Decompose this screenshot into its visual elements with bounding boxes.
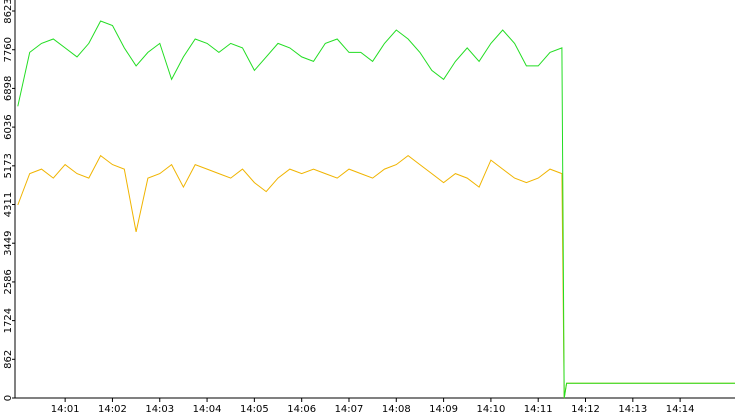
- x-tick-label: 14:03: [145, 404, 174, 415]
- y-tick-label: 3449: [3, 230, 14, 255]
- y-tick-label: 0: [3, 395, 14, 401]
- y-tick-label: 8623: [3, 0, 14, 24]
- y-tick-label: 6036: [3, 114, 14, 139]
- x-tick-label: 14:01: [51, 404, 80, 415]
- y-tick-label: 4311: [3, 192, 14, 217]
- series-line: [17, 20, 735, 399]
- x-tick-label: 14:06: [287, 404, 316, 415]
- x-tick-label: 14:14: [666, 404, 695, 415]
- x-tick-label: 14:12: [571, 404, 600, 415]
- x-tick-label: 14:04: [193, 404, 222, 415]
- x-tick-label: 14:13: [618, 404, 647, 415]
- x-tick-label: 14:10: [476, 404, 505, 415]
- x-tick-label: 14:02: [98, 404, 127, 415]
- series-line: [17, 154, 735, 399]
- y-tick-label: 7760: [3, 37, 14, 62]
- x-tick-label: 14:09: [429, 404, 458, 415]
- x-tick-label: 14:08: [382, 404, 411, 415]
- x-tick-label: 14:05: [240, 404, 269, 415]
- y-tick-label: 862: [3, 350, 14, 369]
- x-tick-label: 14:07: [335, 404, 364, 415]
- y-tick-label: 6898: [3, 76, 14, 101]
- x-tick-label: 14:11: [524, 404, 553, 415]
- y-tick-label: 2586: [3, 269, 14, 294]
- y-tick-label: 5173: [3, 153, 14, 178]
- y-tick-label: 1724: [3, 308, 14, 333]
